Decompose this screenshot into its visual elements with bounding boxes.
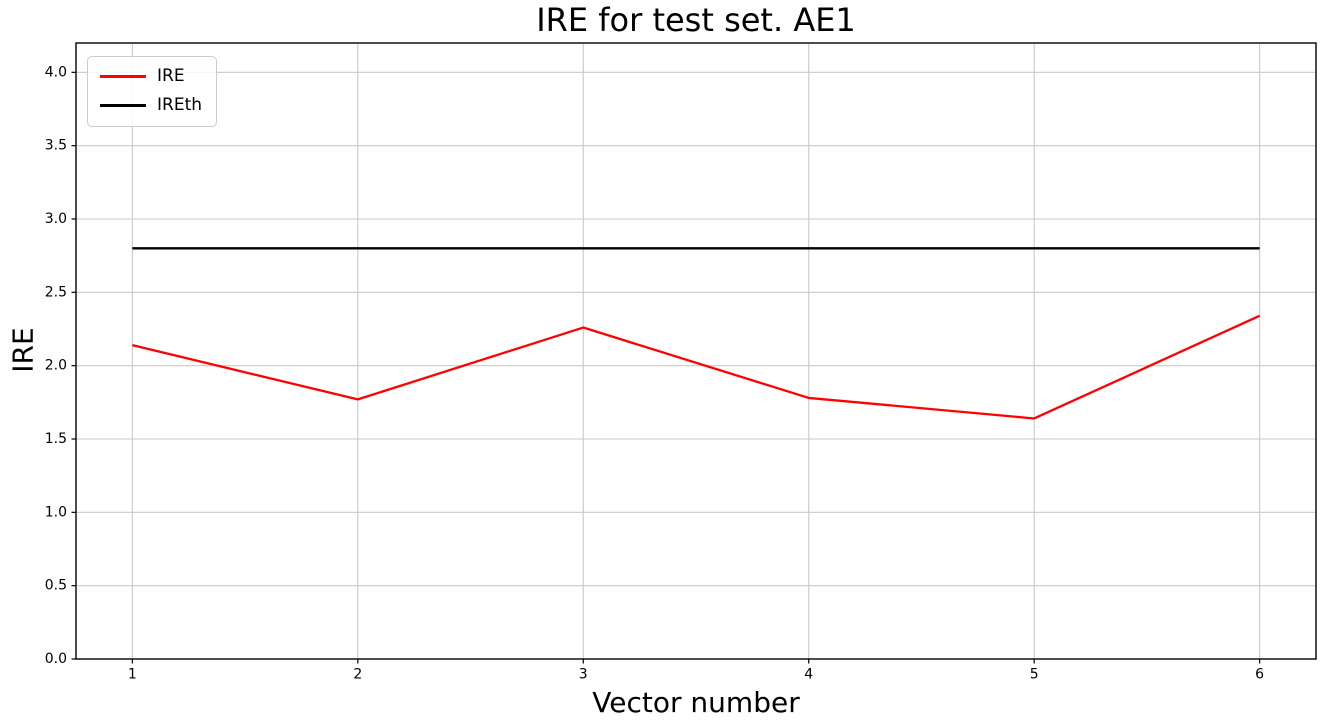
plot-background [76, 43, 1316, 659]
y-tick-label: 1.0 [45, 504, 67, 520]
legend-swatch-ireth [100, 104, 146, 108]
series-line-ire [132, 314, 1261, 420]
chart-title: IRE for test set. AE1 [536, 1, 856, 39]
x-tick-label: 1 [128, 667, 137, 683]
legend-label-ireth: IREth [157, 95, 203, 116]
y-axis-label: IRE [6, 327, 40, 373]
y-tick-label: 3.0 [45, 211, 67, 227]
y-tick-label: 3.5 [45, 138, 67, 154]
y-tick-label: 0.0 [45, 651, 67, 667]
y-tick-label: 1.5 [45, 431, 67, 447]
y-tick-label: 0.5 [45, 578, 67, 594]
x-tick-label: 6 [1255, 667, 1264, 683]
x-axis-label: Vector number [592, 686, 800, 719]
x-tick-label: 2 [353, 667, 362, 683]
legend-item-ire: IRE [100, 66, 202, 87]
x-tick-label: 3 [579, 667, 588, 683]
legend-label-ire: IRE [157, 66, 185, 86]
legend-item-ireth: IREth [100, 95, 202, 116]
y-tick-label: 2.0 [45, 358, 67, 374]
legend-swatch-ire [100, 75, 146, 79]
x-tick-label: 4 [804, 667, 813, 683]
y-tick-label: 4.0 [45, 64, 67, 80]
x-tick-label: 5 [1030, 667, 1039, 683]
y-tick-label: 2.5 [45, 284, 67, 300]
legend: IRE IREth [87, 56, 218, 127]
plot-border [75, 42, 1317, 660]
